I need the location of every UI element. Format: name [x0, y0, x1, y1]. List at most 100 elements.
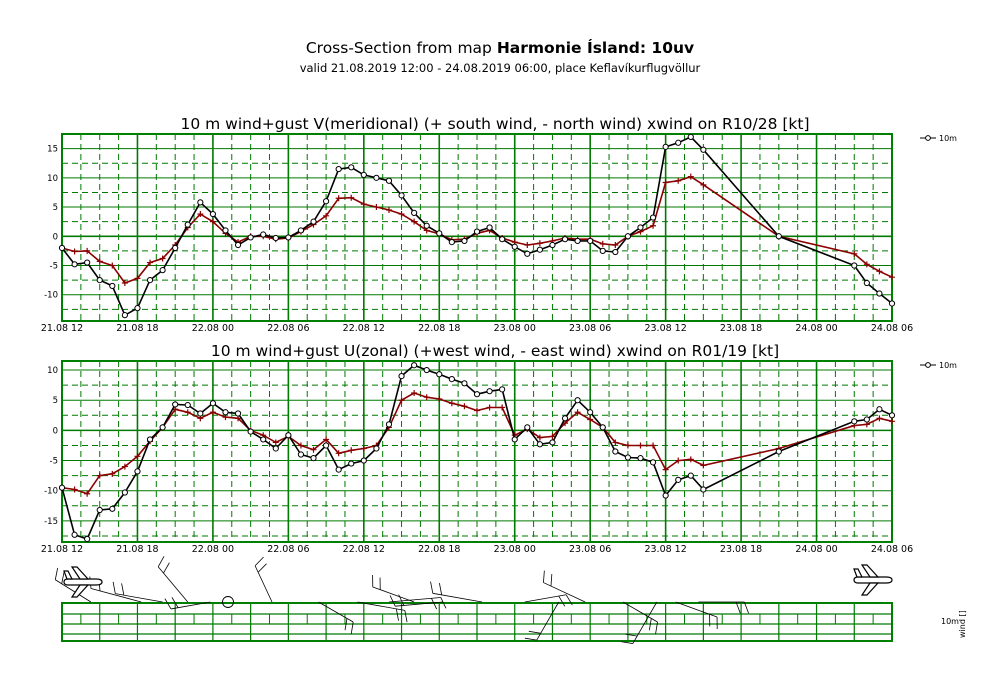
gust-point [398, 397, 405, 404]
gust-point [360, 445, 367, 452]
wind-barb-shaft [543, 582, 586, 603]
wind-point [96, 506, 103, 514]
gust-point [624, 442, 631, 449]
gust-point [96, 258, 103, 265]
wind-point [888, 412, 896, 419]
aircraft-left-icon [63, 566, 103, 598]
wind-barb-shaft [357, 601, 405, 611]
y-tick-label: -5 [50, 261, 58, 271]
wind-point [58, 484, 66, 491]
gust-point [650, 442, 657, 449]
wind-point [637, 455, 644, 462]
x-tick-label: 23.08 12 [644, 544, 686, 555]
x-tick-label: 22.08 00 [192, 544, 234, 555]
gust-point [297, 442, 304, 449]
wind-barb-feather [655, 621, 658, 634]
wind-barb-feather [524, 637, 537, 641]
gust-point [889, 418, 895, 425]
x-tick-label: 21.08 18 [116, 323, 158, 334]
wind-point [84, 535, 91, 543]
wind-point [322, 442, 330, 449]
wind-point [109, 505, 116, 512]
wind-barb-feather [735, 601, 741, 614]
gust-point [121, 280, 128, 287]
gust-point [184, 409, 191, 416]
gust-point [675, 177, 682, 184]
plane-fuselage [63, 578, 103, 586]
wind-point [159, 267, 166, 274]
gust-point [323, 436, 330, 443]
legend-label: 10m [939, 361, 957, 370]
y-tick-label: 10 [47, 366, 58, 376]
gust-point [411, 389, 418, 396]
wind-point [524, 424, 531, 431]
gust-point [71, 248, 78, 255]
wind-point [222, 409, 229, 416]
gust-point [109, 470, 116, 477]
wind-point [360, 171, 367, 179]
wind-point [775, 233, 782, 240]
gust-point [134, 453, 141, 460]
gust-point [373, 204, 380, 211]
gust-point [272, 439, 279, 446]
wind-point [851, 262, 858, 269]
wind-point [423, 222, 430, 229]
gust-point [209, 218, 216, 225]
main-subtitle: valid 21.08.2019 12:00 - 24.08.2019 06:0… [299, 61, 701, 75]
wind-point [109, 282, 116, 290]
gust-point [549, 433, 556, 440]
wind-point [373, 174, 380, 181]
wind-point [71, 261, 78, 268]
wind-point [134, 468, 141, 475]
wind-barb-shaft [254, 565, 273, 603]
wind-point [486, 224, 493, 231]
wind-point [486, 388, 493, 395]
wind-point [561, 236, 569, 243]
wind-point [612, 448, 619, 455]
main-title: Cross-Section from map Harmonie Ísland: … [0, 38, 1000, 58]
wind-point [159, 424, 166, 431]
chart-panel-1: 15 10 5 0 -5 -10 21.08 12 21.08 18 22.08 00 22.08… [41, 115, 957, 334]
gust-point [348, 194, 355, 201]
gust-point [536, 240, 543, 247]
wind-point [649, 214, 657, 221]
wind-point [260, 436, 267, 443]
wind-point [561, 415, 569, 422]
x-tick-label: 24.08 00 [795, 323, 837, 334]
wind-barb-feather [620, 641, 633, 644]
wind-barb-feather [164, 598, 172, 610]
wind-point [876, 406, 883, 413]
wind-point [700, 486, 707, 493]
wind-point [272, 445, 279, 452]
wind-point [637, 224, 644, 231]
x-tick-label: 23.08 00 [494, 323, 536, 334]
wind-barb-feather [61, 571, 65, 584]
wind-barb-feather [121, 583, 125, 596]
chart-header: Cross-Section from map Harmonie Ísland: … [0, 38, 1000, 76]
wind-point [184, 221, 191, 228]
wind-point [373, 445, 380, 452]
wind-barb-feather [395, 608, 399, 621]
gust-point [662, 466, 669, 473]
wind-barb-feather [389, 595, 396, 607]
wind-point [58, 244, 66, 252]
wind-point [172, 401, 179, 408]
wind-point [348, 460, 355, 467]
wind-point [272, 234, 279, 242]
wind-barb-shaft [675, 601, 718, 618]
gust-point [209, 409, 216, 416]
wind-barb-feather [157, 556, 165, 567]
aircraft-right-icon [853, 564, 893, 596]
gust-point [536, 434, 543, 441]
wind-point [888, 300, 896, 307]
gust-point [687, 173, 694, 180]
x-tick-label: 22.08 18 [418, 323, 460, 334]
wind-barb-feather [558, 595, 566, 607]
wind-barb-shaft [170, 601, 211, 610]
gust-point [360, 201, 367, 208]
calm-circle [222, 596, 234, 608]
wind-barb-shaft [157, 566, 189, 603]
x-tick-label: 22.08 00 [192, 323, 234, 334]
wind-point [511, 436, 518, 443]
gust-point [599, 240, 606, 247]
